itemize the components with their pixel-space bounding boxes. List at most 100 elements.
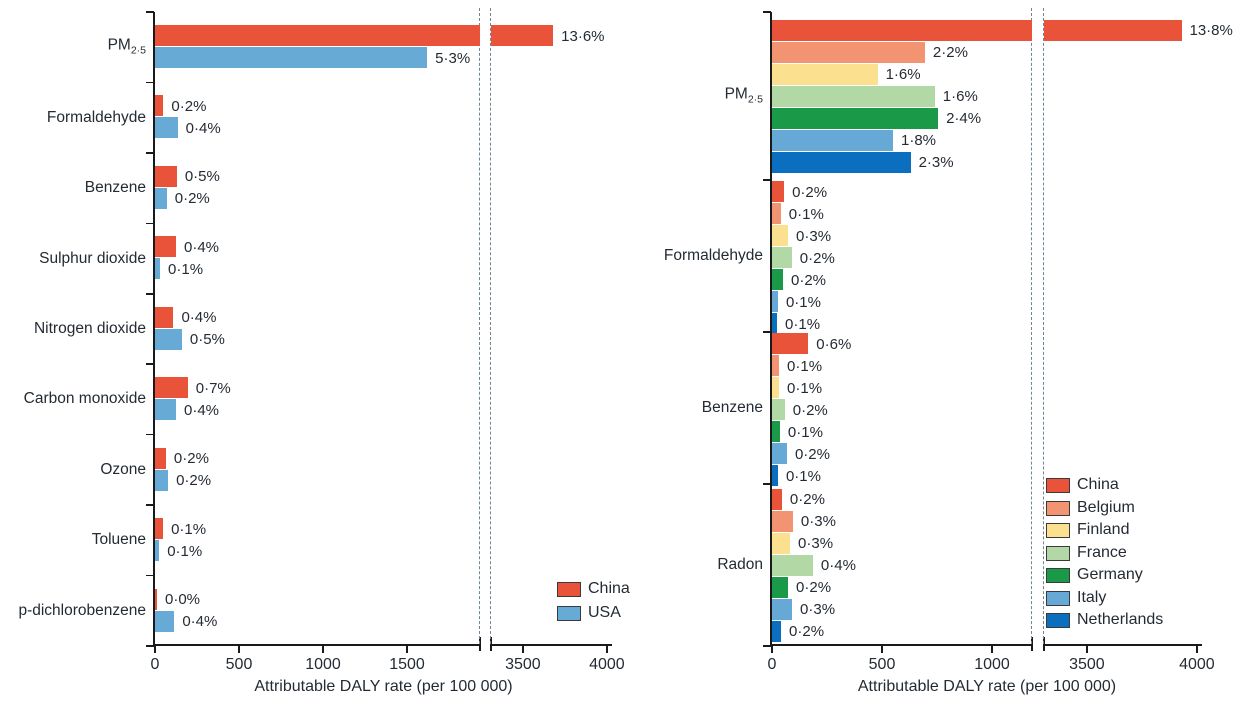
bar-value-label: 0·7%: [195, 379, 231, 397]
x-tick: [881, 646, 883, 653]
bar: [772, 291, 778, 312]
bar-value-label: 0·6%: [816, 335, 852, 353]
bar: [772, 421, 780, 442]
y-axis-tick: [146, 11, 154, 13]
bar: [772, 399, 785, 420]
y-axis-tick: [146, 433, 154, 436]
y-axis-tick: [146, 222, 154, 225]
bar: [772, 377, 780, 398]
legend-entry: Germany: [1046, 566, 1206, 584]
y-axis-tick: [763, 645, 771, 647]
legend-entry: Finland: [1046, 521, 1206, 539]
bar-value-label: 0·4%: [184, 238, 220, 256]
legend-swatch: [1046, 613, 1070, 628]
bar: [772, 333, 809, 354]
bar: [772, 85, 935, 107]
y-axis-tick: [146, 504, 154, 506]
bar-value-label: 13·6%: [561, 27, 605, 45]
category-label-subscript: 2·5: [747, 93, 763, 106]
legend-label: China: [1077, 476, 1119, 493]
axis-break-cap: [1031, 637, 1033, 651]
bar-value-label: 0·2%: [173, 450, 209, 468]
category-label: Carbon monoxide: [23, 390, 146, 408]
bar-value-label: 0·5%: [184, 168, 220, 186]
legend-label: Netherlands: [1077, 611, 1164, 628]
legend-label: USA: [588, 604, 621, 621]
legend-swatch: [557, 582, 581, 597]
y-axis-tick: [146, 81, 154, 84]
x-tick: [522, 646, 524, 653]
bar-value-label: 0·4%: [184, 401, 220, 419]
bar-value-label: 0·2%: [796, 579, 832, 597]
bar-value-label: 0·2%: [789, 623, 825, 641]
y-axis: [770, 12, 772, 646]
axis-break-cap: [479, 637, 481, 651]
x-axis: [770, 644, 1032, 646]
x-tick-label: 1500: [389, 656, 425, 673]
y-axis: [153, 12, 155, 646]
x-axis-title: Attributable DALY rate (per 100 000): [254, 678, 513, 695]
bar-value-label: 1·8%: [901, 132, 937, 150]
x-tick-label: 0: [767, 656, 777, 673]
category-label: p-dichlorobenzene: [18, 601, 146, 619]
bar: [772, 181, 785, 202]
axis-break-line: [1031, 8, 1033, 644]
category-label: Toluene: [91, 531, 146, 549]
bar-value-label: 0·4%: [185, 120, 221, 138]
bar: [772, 313, 778, 334]
bar: [772, 225, 789, 246]
bar: [772, 465, 778, 486]
x-tick: [606, 646, 608, 653]
legend-swatch: [1046, 523, 1070, 538]
bar-value-label: 0·1%: [785, 467, 821, 485]
bar: [155, 518, 164, 540]
legend-entry: Belgium: [1046, 499, 1206, 517]
bar-value-label: 0·1%: [788, 205, 824, 223]
bar-value-label: 0·2%: [171, 98, 207, 116]
x-axis: [153, 644, 480, 646]
x-axis: [491, 644, 612, 646]
axis-break-line: [490, 8, 492, 644]
y-axis-tick: [146, 363, 154, 365]
legend-label: China: [588, 580, 630, 597]
bar: [155, 117, 178, 139]
bar: [155, 399, 176, 421]
legend-entry: USA: [557, 604, 717, 622]
bar-value-label: 2·3%: [918, 154, 954, 172]
bar: [772, 488, 782, 510]
category-label: Benzene: [84, 178, 146, 196]
x-tick: [991, 646, 993, 653]
bar: [491, 25, 554, 46]
x-tick-label: 3500: [505, 656, 541, 673]
axis-break-line: [479, 8, 481, 644]
legend-swatch: [1046, 500, 1070, 516]
bar-value-label: 0·3%: [798, 535, 834, 553]
x-tick-label: 500: [868, 656, 896, 673]
category-label-subscript: 2·5: [130, 44, 146, 57]
legend-entry: China: [1046, 476, 1206, 494]
bar: [155, 236, 176, 258]
category-label: Formaldehyde: [663, 246, 763, 264]
x-tick-label: 4000: [1179, 656, 1215, 673]
bar: [155, 377, 188, 399]
y-axis-tick: [146, 152, 154, 154]
legend-swatch: [1046, 568, 1070, 583]
category-label: Nitrogen dioxide: [33, 319, 146, 337]
bar-value-label: 0·2%: [792, 401, 828, 419]
x-tick: [322, 646, 324, 653]
bar-value-label: 0·2%: [799, 249, 835, 267]
bar-value-label: 0·3%: [796, 227, 832, 245]
legend-label: France: [1077, 543, 1127, 561]
legend-entry: Italy: [1046, 589, 1206, 607]
y-axis-tick: [763, 11, 771, 13]
bar: [772, 620, 782, 642]
axis-break-cap: [490, 637, 492, 651]
bar: [772, 355, 780, 376]
x-tick: [771, 646, 773, 653]
axis-break-cap: [1043, 637, 1045, 651]
bar: [772, 203, 781, 224]
bar: [772, 247, 792, 268]
bar-value-label: 0·0%: [165, 591, 201, 609]
category-label: Sulphur dioxide: [39, 249, 146, 267]
